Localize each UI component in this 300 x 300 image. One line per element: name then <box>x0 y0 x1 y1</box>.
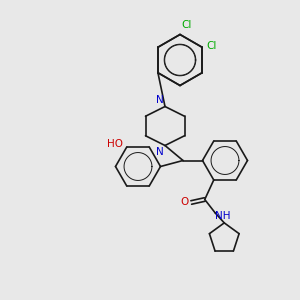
Text: N: N <box>156 95 164 105</box>
Text: HO: HO <box>107 139 123 149</box>
Text: O: O <box>181 197 189 208</box>
Text: N: N <box>156 147 164 157</box>
Text: Cl: Cl <box>182 20 192 30</box>
Text: NH: NH <box>215 212 231 221</box>
Text: Cl: Cl <box>207 41 217 51</box>
